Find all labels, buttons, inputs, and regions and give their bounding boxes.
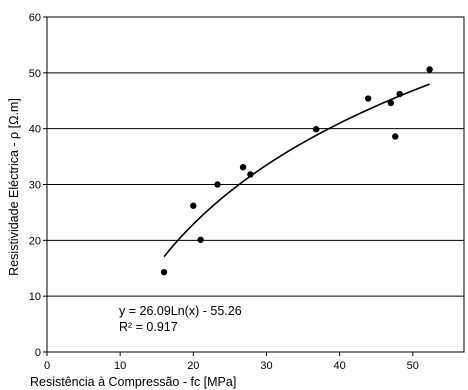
data-point-10	[392, 133, 399, 140]
y-tick-label-20: 20	[29, 235, 41, 247]
y-tick-label-40: 40	[29, 124, 41, 136]
y-tick-label-50: 50	[29, 68, 41, 80]
x-tick-label-10: 10	[114, 360, 126, 372]
data-point-5	[239, 163, 247, 171]
x-tick-label-40: 40	[334, 360, 346, 372]
data-point-4	[214, 181, 221, 188]
x-axis-ticks: 0 10 20 30 40 50	[44, 352, 419, 372]
trendline-equation: y = 26.09Ln(x) - 55.26	[119, 304, 242, 318]
trendline-r2: R² = 0.917	[119, 320, 178, 334]
data-point-8	[364, 95, 372, 102]
x-tick-label-30: 30	[260, 360, 272, 372]
data-point-6	[247, 171, 254, 178]
data-point-7	[313, 126, 320, 133]
data-point-1	[160, 268, 168, 276]
data-point-3	[197, 236, 204, 243]
data-point-2	[190, 202, 197, 209]
gridlines	[47, 72, 464, 297]
x-tick-label-20: 20	[187, 360, 199, 372]
data-points	[160, 66, 433, 276]
x-axis-label: Resistência à Compressão - fc [MPa]	[30, 375, 236, 389]
y-tick-label-10: 10	[29, 291, 41, 303]
y-tick-label-0: 0	[35, 347, 41, 359]
trendline	[163, 83, 430, 258]
y-tick-label-60: 60	[29, 12, 41, 24]
data-point-9	[387, 99, 395, 107]
x-tick-label-50: 50	[407, 360, 419, 372]
y-axis-ticks: 0 10 20 30 40 50 60	[29, 12, 47, 359]
y-tick-label-30: 30	[29, 180, 41, 192]
data-point-11	[396, 90, 403, 98]
x-tick-label-0: 0	[44, 360, 50, 372]
y-axis-label: Resistividade Eléctrica - ρ [Ω.m]	[7, 98, 21, 276]
data-point-12	[426, 66, 433, 73]
